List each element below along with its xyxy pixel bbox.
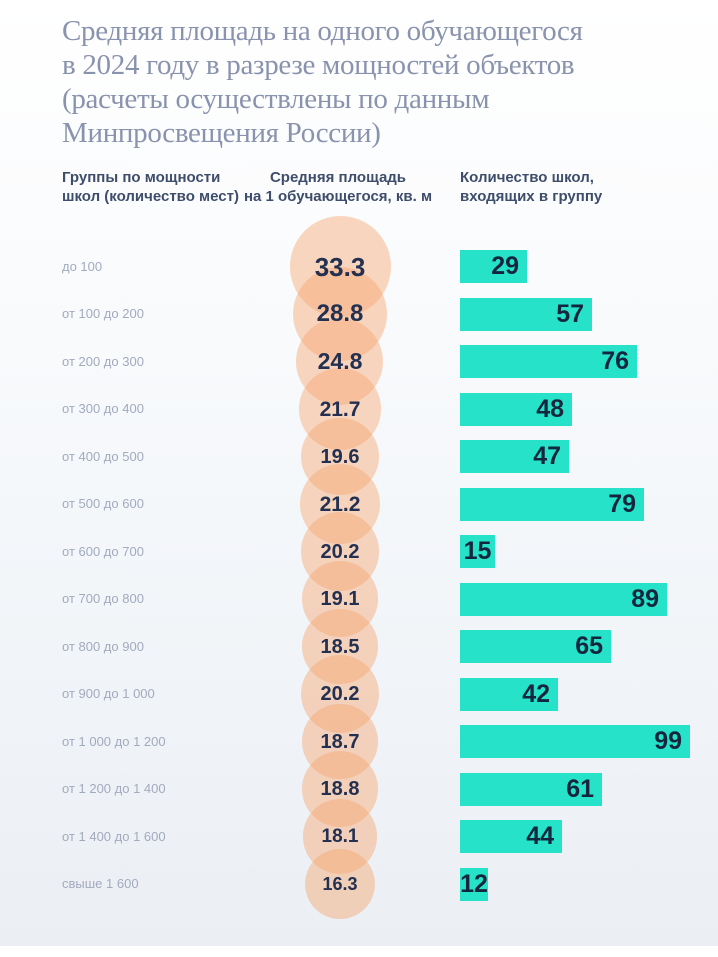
row-label: до 100 xyxy=(62,258,103,274)
row-label: от 800 до 900 xyxy=(62,638,144,654)
school-count-bar: 65 xyxy=(460,630,611,663)
school-count-value: 79 xyxy=(608,489,636,518)
column-header-avg-area: Средняя площадь на 1 обучающегося, кв. м xyxy=(238,168,438,206)
avg-area-circle xyxy=(302,751,378,827)
school-count-bar: 61 xyxy=(460,772,602,806)
column-header-line: входящих в группу xyxy=(460,188,603,205)
avg-area-circle xyxy=(289,216,391,317)
row-label: от 600 до 700 xyxy=(62,543,144,559)
school-count-value: 42 xyxy=(522,679,550,708)
avg-area-value: 20.2 xyxy=(320,683,360,705)
school-count-value: 57 xyxy=(556,299,584,328)
school-count-bar: 29 xyxy=(460,250,527,283)
avg-area-value: 16.3 xyxy=(322,874,358,894)
avg-area-value: 18.1 xyxy=(321,826,359,847)
column-header-line: Группы по мощности xyxy=(62,169,221,186)
avg-area-value: 18.5 xyxy=(320,636,360,658)
row-label: от 400 до 500 xyxy=(62,448,144,464)
avg-area-circle xyxy=(299,368,381,450)
row-label: от 300 до 400 xyxy=(62,401,144,416)
avg-area-value: 19.1 xyxy=(320,588,360,610)
chart-title-line: (расчеты осуществлены по данным xyxy=(62,83,490,115)
avg-area-value: 24.8 xyxy=(317,348,363,374)
school-count-value: 44 xyxy=(526,822,554,850)
chart-title: Средняя площадь на одного обучающегося в… xyxy=(62,14,692,150)
school-count-value: 12 xyxy=(460,869,488,898)
avg-area-circle xyxy=(296,317,384,405)
row-label: от 1 400 до 1 600 xyxy=(62,828,166,844)
avg-area-circle xyxy=(302,703,378,780)
row-label: от 500 до 600 xyxy=(62,496,144,511)
school-count-value: 76 xyxy=(601,347,629,375)
avg-area-value: 28.8 xyxy=(316,300,364,327)
avg-area-value: 19.6 xyxy=(320,446,360,468)
avg-area-circle xyxy=(300,654,380,734)
row-label: от 900 до 1 000 xyxy=(62,686,155,701)
avg-area-circle xyxy=(304,848,376,920)
school-count-bar: 76 xyxy=(460,345,637,378)
school-count-bar: 89 xyxy=(460,582,667,616)
column-header-line: Средняя площадь xyxy=(269,169,407,186)
avg-area-circle xyxy=(299,463,381,545)
column-header-school-count: Количество школ, входящих в группу xyxy=(460,168,680,206)
school-count-value: 48 xyxy=(536,394,564,423)
avg-area-value: 18.8 xyxy=(320,778,360,800)
school-count-bar: 99 xyxy=(460,725,690,758)
column-header-line: Количество школ, xyxy=(460,169,594,186)
school-count-bar: 12 xyxy=(460,867,488,901)
column-header-line: на 1 обучающегося, кв. м xyxy=(243,188,433,205)
avg-area-circle xyxy=(301,560,379,638)
school-count-bar: 79 xyxy=(460,487,644,521)
row-label: от 200 до 300 xyxy=(62,353,144,369)
avg-area-circle xyxy=(302,799,378,874)
avg-area-value: 21.7 xyxy=(319,398,361,421)
school-count-value: 29 xyxy=(491,252,519,280)
school-count-bar: 47 xyxy=(460,440,569,473)
chart-title-line: Минпросвещения России) xyxy=(62,117,381,149)
avg-area-circle xyxy=(301,417,379,496)
row-label: свыше 1 600 xyxy=(62,876,139,891)
avg-area-value: 20.2 xyxy=(320,541,360,563)
school-count-value: 47 xyxy=(533,442,561,470)
school-count-bar: 57 xyxy=(460,297,592,331)
school-count-value: 15 xyxy=(463,537,492,565)
row-label: от 1 000 до 1 200 xyxy=(62,733,166,749)
chart-title-line: Средняя площадь на одного обучающегося xyxy=(62,15,583,47)
school-count-value: 61 xyxy=(566,774,594,803)
school-count-bar: 48 xyxy=(460,392,572,426)
school-count-value: 99 xyxy=(654,727,682,755)
school-count-value: 65 xyxy=(575,632,603,660)
column-header-groups: Группы по мощности школ (количество мест… xyxy=(62,168,292,206)
column-header-line: школ (количество мест) xyxy=(62,188,239,205)
school-count-bar: 44 xyxy=(460,820,562,853)
avg-area-circle xyxy=(302,608,378,685)
avg-area-value: 18.7 xyxy=(320,731,360,753)
school-count-value: 89 xyxy=(631,584,659,613)
row-label: от 100 до 200 xyxy=(62,306,144,321)
avg-area-circle xyxy=(293,267,387,361)
school-count-bar: 42 xyxy=(460,677,558,711)
avg-area-circle xyxy=(300,512,380,591)
school-count-bar: 15 xyxy=(460,535,495,568)
avg-area-value: 33.3 xyxy=(314,252,366,282)
avg-area-value: 21.2 xyxy=(319,493,361,516)
chart-title-line: в 2024 году в разрезе мощностей объектов xyxy=(62,49,575,81)
row-label: от 700 до 800 xyxy=(62,591,144,606)
row-label: от 1 200 до 1 400 xyxy=(62,781,166,796)
